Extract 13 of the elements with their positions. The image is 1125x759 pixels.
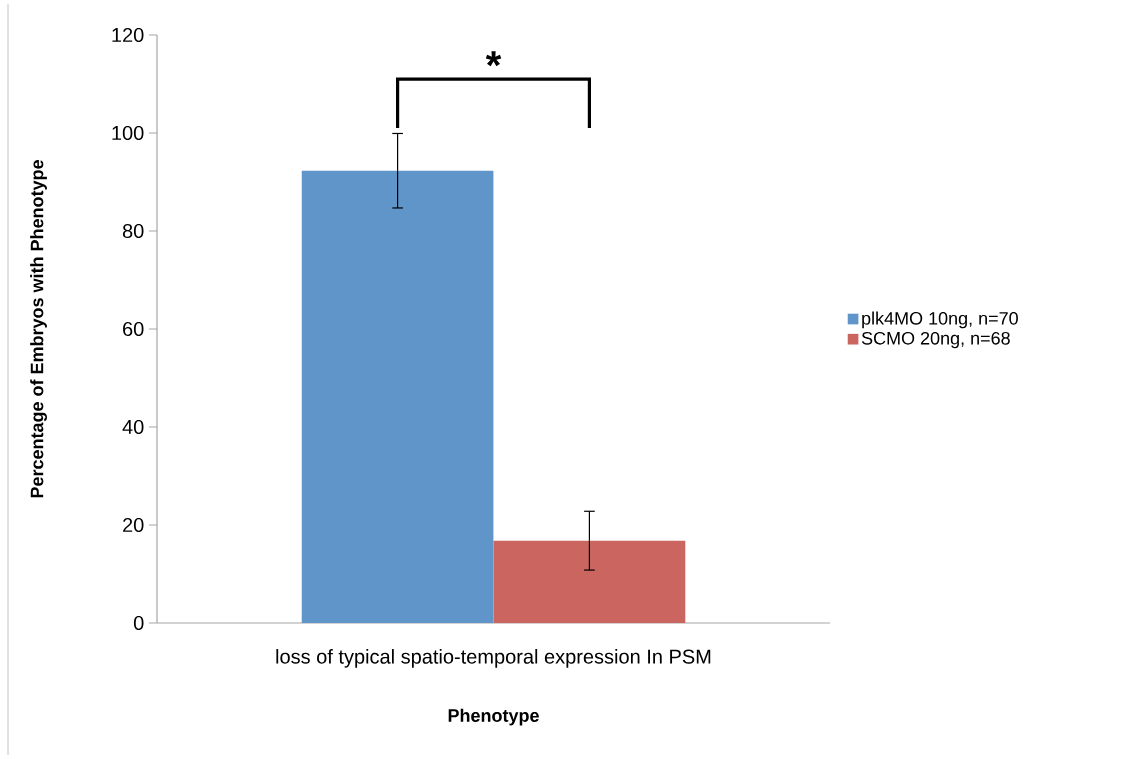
x-tick-label: loss of typical spatio-temporal expression In PSM [276, 649, 711, 668]
legend-label: SCMO 20ng, n=68 [861, 331, 1010, 349]
y-tick-label: 60 [123, 321, 144, 337]
legend-label: plk4MO 10ng, n=70 [862, 311, 1018, 329]
y-tick-label: 80 [122, 223, 144, 239]
y-tick-label: 40 [122, 419, 144, 435]
y-tick-label: 20 [123, 517, 144, 533]
annotation: * [485, 51, 502, 67]
x-axis-title: Phenotype [448, 708, 539, 726]
y-tick-label: 100 [112, 125, 144, 141]
y-axis-title: Percentage of Embryos with Phenotype [30, 160, 47, 498]
y-tick-label: 0 [133, 615, 144, 631]
y-tick-label: 120 [112, 27, 144, 43]
